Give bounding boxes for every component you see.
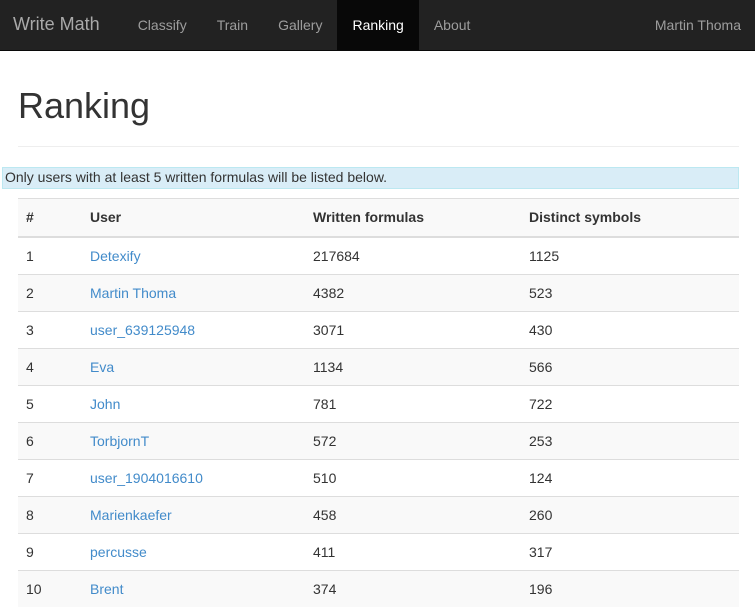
user-link[interactable]: Eva bbox=[90, 359, 114, 375]
user-cell: user_1904016610 bbox=[82, 460, 305, 497]
user-link[interactable]: percusse bbox=[90, 544, 147, 560]
info-alert: Only users with at least 5 written formu… bbox=[2, 167, 739, 189]
user-link[interactable]: user_639125948 bbox=[90, 322, 195, 338]
user-cell: Brent bbox=[82, 571, 305, 607]
distinct-symbols-cell: 722 bbox=[521, 386, 739, 423]
rank-cell: 2 bbox=[18, 275, 82, 312]
table-row: 2 Martin Thoma 4382 523 bbox=[18, 275, 739, 312]
user-link[interactable]: TorbjornT bbox=[90, 433, 149, 449]
distinct-symbols-cell: 196 bbox=[521, 571, 739, 607]
user-link[interactable]: Detexify bbox=[90, 248, 141, 264]
distinct-symbols-cell: 253 bbox=[521, 423, 739, 460]
table-row: 6 TorbjornT 572 253 bbox=[18, 423, 739, 460]
table-body: 1 Detexify 217684 1125 2 Martin Thoma 43… bbox=[18, 237, 739, 607]
rank-cell: 6 bbox=[18, 423, 82, 460]
rank-cell: 3 bbox=[18, 312, 82, 349]
user-cell: John bbox=[82, 386, 305, 423]
nav-item-gallery[interactable]: Gallery bbox=[263, 0, 337, 50]
nav-item-train[interactable]: Train bbox=[202, 0, 263, 50]
distinct-symbols-cell: 523 bbox=[521, 275, 739, 312]
nav-item-ranking[interactable]: Ranking bbox=[337, 0, 418, 50]
user-cell: user_639125948 bbox=[82, 312, 305, 349]
rank-cell: 5 bbox=[18, 386, 82, 423]
rank-cell: 8 bbox=[18, 497, 82, 534]
table-header: # User Written formulas Distinct symbols bbox=[18, 199, 739, 238]
written-formulas-cell: 217684 bbox=[305, 237, 521, 275]
written-formulas-cell: 4382 bbox=[305, 275, 521, 312]
table-header-row: # User Written formulas Distinct symbols bbox=[18, 199, 739, 238]
table-row: 3 user_639125948 3071 430 bbox=[18, 312, 739, 349]
table-row: 5 John 781 722 bbox=[18, 386, 739, 423]
table-row: 8 Marienkaefer 458 260 bbox=[18, 497, 739, 534]
user-link[interactable]: Brent bbox=[90, 581, 123, 597]
col-header-distinct-symbols: Distinct symbols bbox=[521, 199, 739, 238]
page-title: Ranking bbox=[18, 86, 739, 126]
distinct-symbols-cell: 124 bbox=[521, 460, 739, 497]
table-row: 1 Detexify 217684 1125 bbox=[18, 237, 739, 275]
nav-item-about[interactable]: About bbox=[419, 0, 486, 50]
distinct-symbols-cell: 260 bbox=[521, 497, 739, 534]
user-link[interactable]: Martin Thoma bbox=[90, 285, 176, 301]
table-row: 9 percusse 411 317 bbox=[18, 534, 739, 571]
written-formulas-cell: 781 bbox=[305, 386, 521, 423]
rank-cell: 4 bbox=[18, 349, 82, 386]
distinct-symbols-cell: 1125 bbox=[521, 237, 739, 275]
rank-cell: 7 bbox=[18, 460, 82, 497]
navbar-username[interactable]: Martin Thoma bbox=[641, 0, 755, 50]
distinct-symbols-cell: 317 bbox=[521, 534, 739, 571]
rank-cell: 9 bbox=[18, 534, 82, 571]
written-formulas-cell: 572 bbox=[305, 423, 521, 460]
written-formulas-cell: 458 bbox=[305, 497, 521, 534]
user-link[interactable]: user_1904016610 bbox=[90, 470, 203, 486]
written-formulas-cell: 1134 bbox=[305, 349, 521, 386]
ranking-table: # User Written formulas Distinct symbols… bbox=[18, 198, 739, 607]
user-cell: Detexify bbox=[82, 237, 305, 275]
written-formulas-cell: 374 bbox=[305, 571, 521, 607]
written-formulas-cell: 411 bbox=[305, 534, 521, 571]
written-formulas-cell: 3071 bbox=[305, 312, 521, 349]
brand-link[interactable]: Write Math bbox=[0, 0, 113, 50]
user-cell: percusse bbox=[82, 534, 305, 571]
distinct-symbols-cell: 566 bbox=[521, 349, 739, 386]
user-link[interactable]: Marienkaefer bbox=[90, 507, 172, 523]
user-cell: TorbjornT bbox=[82, 423, 305, 460]
written-formulas-cell: 510 bbox=[305, 460, 521, 497]
user-cell: Eva bbox=[82, 349, 305, 386]
nav-item-classify[interactable]: Classify bbox=[123, 0, 202, 50]
user-cell: Marienkaefer bbox=[82, 497, 305, 534]
top-navbar: Write Math Classify Train Gallery Rankin… bbox=[0, 0, 755, 51]
col-header-rank: # bbox=[18, 199, 82, 238]
user-cell: Martin Thoma bbox=[82, 275, 305, 312]
main-nav: Classify Train Gallery Ranking About bbox=[123, 0, 486, 50]
table-row: 4 Eva 1134 566 bbox=[18, 349, 739, 386]
col-header-user: User bbox=[82, 199, 305, 238]
rank-cell: 1 bbox=[18, 237, 82, 275]
page-header: Ranking bbox=[18, 86, 739, 147]
user-link[interactable]: John bbox=[90, 396, 120, 412]
distinct-symbols-cell: 430 bbox=[521, 312, 739, 349]
table-row: 10 Brent 374 196 bbox=[18, 571, 739, 607]
col-header-written-formulas: Written formulas bbox=[305, 199, 521, 238]
table-row: 7 user_1904016610 510 124 bbox=[18, 460, 739, 497]
rank-cell: 10 bbox=[18, 571, 82, 607]
